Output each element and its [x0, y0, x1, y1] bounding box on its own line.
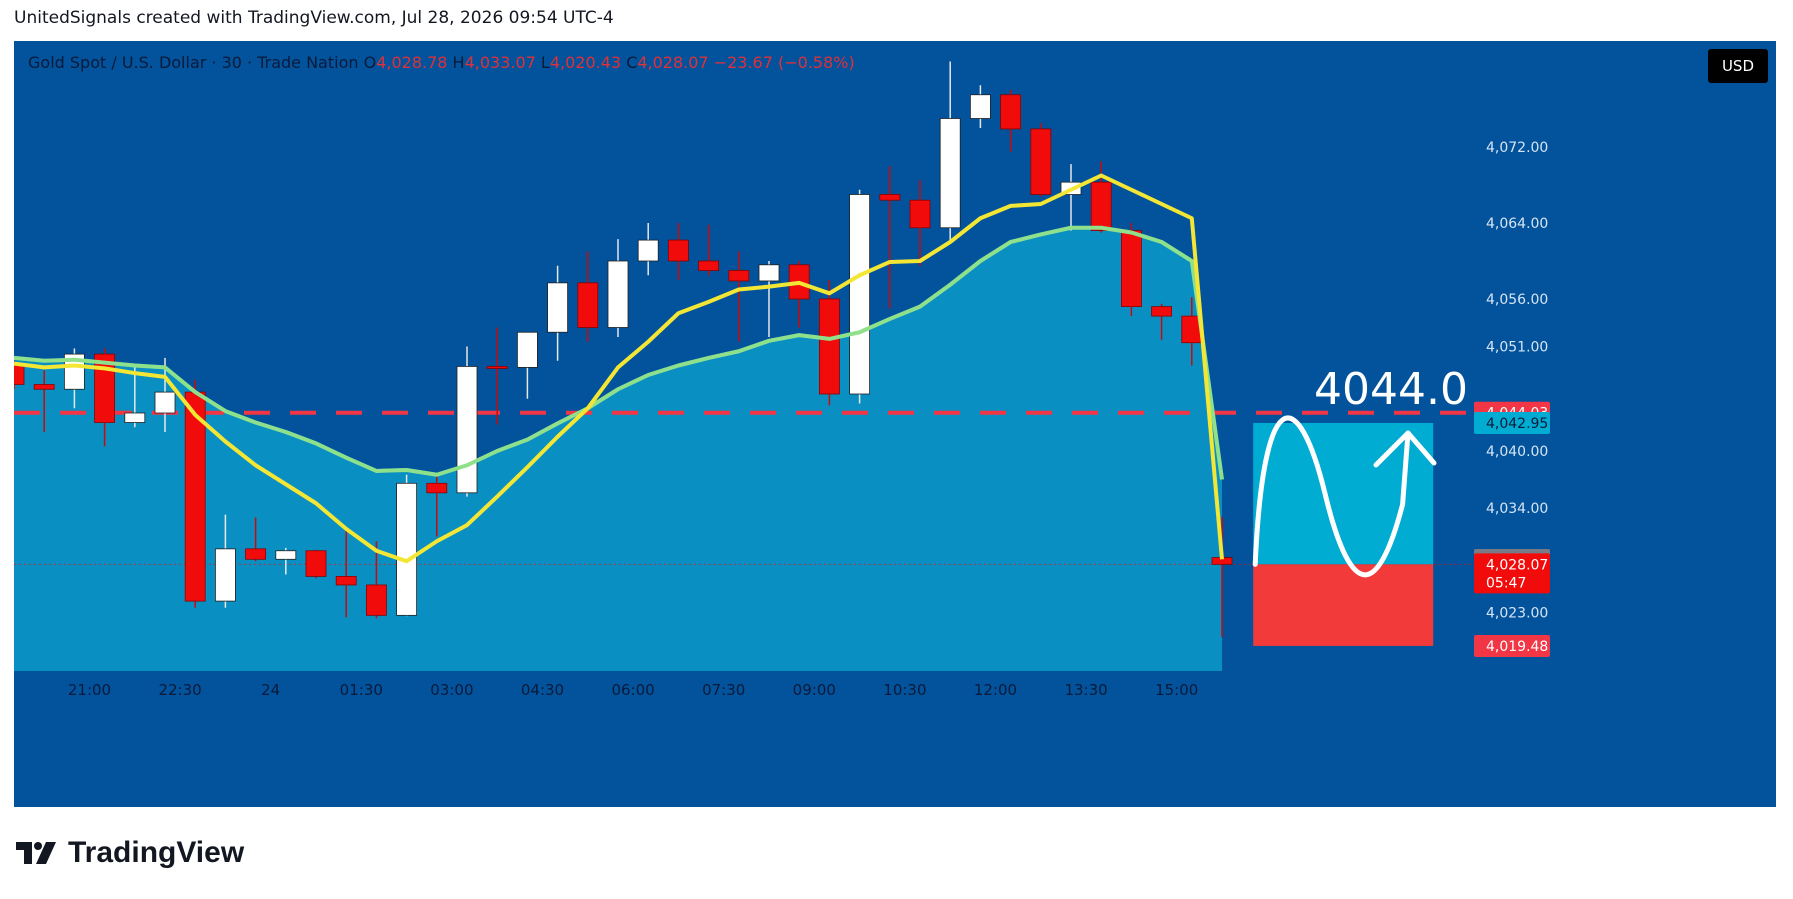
- bullish-candle: [456, 366, 478, 494]
- price-axis-label-text: 4,019.48: [1486, 639, 1548, 655]
- bearish-candle: [819, 298, 840, 395]
- bearish-candle: [426, 482, 448, 494]
- bullish-candle: [758, 264, 780, 282]
- brand-name: TradingView: [68, 836, 245, 869]
- high-value: 4,033.07: [464, 53, 536, 72]
- bearish-candle: [668, 239, 689, 262]
- bearish-candle: [94, 353, 115, 423]
- bearish-candle: [486, 366, 508, 369]
- bullish-candle: [275, 550, 297, 560]
- x-tick-label: 21:00: [68, 681, 111, 699]
- slow-moving-average: [14, 225, 1224, 480]
- x-tick-label: 09:00: [793, 681, 836, 699]
- bearish-candle: [1000, 94, 1021, 130]
- bearish-candle: [728, 270, 750, 282]
- y-tick-label: 4,023.00: [1486, 606, 1548, 622]
- chart-area[interactable]: 4044.0 4,072.00 4,064.00 4,056.00 4,051.00 4,…: [14, 41, 1776, 807]
- change-value: −23.67 (−0.58%): [713, 53, 855, 72]
- fast-moving-average: [14, 173, 1224, 564]
- target-price-label: 4044.0: [1314, 364, 1468, 415]
- y-tick-label: 4,064.00: [1486, 216, 1548, 232]
- bearish-candle: [1030, 128, 1052, 195]
- currency-button[interactable]: USD: [1707, 49, 1768, 83]
- bearish-candle: [33, 384, 55, 390]
- price-axis-label-text: 4,042.95: [1486, 416, 1548, 432]
- x-tick-label: 04:30: [521, 681, 564, 699]
- x-tick-label: 06:00: [611, 681, 654, 699]
- bullish-candle: [516, 331, 538, 368]
- wave-projection: [1252, 415, 1411, 578]
- bearish-candle: [245, 548, 267, 560]
- bearish-candle: [1090, 181, 1112, 231]
- bullish-candle: [849, 194, 870, 395]
- price-axis-label: [1474, 411, 1550, 434]
- bullish-candle: [607, 260, 629, 328]
- x-tick-label: 07:30: [702, 681, 745, 699]
- bearish-candle: [1121, 230, 1142, 308]
- bullish-candle: [547, 282, 568, 333]
- high-label: H: [452, 53, 465, 72]
- close-label: C: [626, 53, 638, 72]
- stop-zone: [1253, 564, 1434, 646]
- y-tick-label: 4,034.00: [1486, 501, 1548, 517]
- bearish-candle: [909, 199, 931, 229]
- close-value: 4,028.07: [637, 53, 709, 72]
- arrow-up-icon: [1373, 430, 1437, 468]
- bearish-candle: [335, 576, 357, 586]
- bearish-candle: [577, 282, 599, 328]
- open-label: O: [363, 53, 377, 72]
- bullish-candle: [124, 412, 146, 423]
- x-tick-label: 13:30: [1064, 681, 1107, 699]
- time-axis-band: [14, 671, 1776, 807]
- bearish-candle: [365, 584, 387, 616]
- bullish-candle: [970, 94, 991, 119]
- symbol-label[interactable]: Gold Spot / U.S. Dollar · 30 · Trade Nat…: [28, 53, 359, 72]
- price-axis-label: [1474, 634, 1550, 657]
- price-axis-label-text: 4,028.07: [1486, 557, 1548, 573]
- bullish-candle: [939, 118, 961, 229]
- bullish-candle: [64, 353, 85, 390]
- bearish-candle: [305, 550, 327, 577]
- bullish-candle: [154, 391, 176, 414]
- y-tick-label: 4,051.00: [1486, 340, 1548, 356]
- x-tick-label: 22:30: [158, 681, 201, 699]
- bearish-candle: [698, 260, 719, 271]
- open-value: 4,028.78: [376, 53, 448, 72]
- x-tick-label: 24: [261, 681, 280, 699]
- ohlc-legend: Gold Spot / U.S. Dollar · 30 · Trade Nat…: [28, 53, 855, 72]
- bearish-candle: [1151, 306, 1172, 317]
- y-tick-label: 4,072.00: [1486, 140, 1548, 156]
- bullish-candle: [214, 548, 236, 602]
- price-chart[interactable]: 4044.0 4,072.00 4,064.00 4,056.00 4,051.00 4,…: [14, 41, 1776, 807]
- attribution-header: UnitedSignals created with TradingView.c…: [14, 8, 614, 28]
- x-tick-label: 15:00: [1155, 681, 1198, 699]
- x-tick-label: 03:00: [430, 681, 473, 699]
- y-tick-label: 4,056.00: [1486, 292, 1548, 308]
- tradingview-logo[interactable]: TradingView: [16, 836, 244, 870]
- bearish-candle: [879, 194, 901, 201]
- x-tick-label: 10:30: [883, 681, 926, 699]
- bullish-candle: [396, 482, 418, 616]
- countdown-label: 05:47: [1486, 575, 1526, 591]
- low-value: 4,020.43: [549, 53, 622, 72]
- bearish-candle: [14, 365, 25, 385]
- price-axis-label: [1474, 553, 1550, 594]
- x-tick-label: 01:30: [340, 681, 383, 699]
- tradingview-logo-icon: [16, 842, 56, 864]
- y-tick-label: 4,040.00: [1486, 444, 1548, 460]
- low-label: L: [540, 53, 550, 72]
- x-tick-label: 12:00: [974, 681, 1017, 699]
- bullish-candle: [637, 239, 659, 262]
